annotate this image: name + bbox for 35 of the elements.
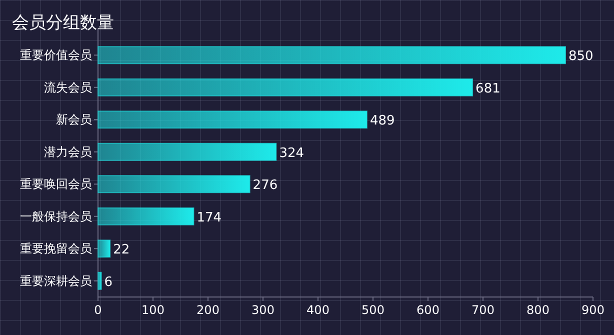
x-tick-label: 0 <box>94 303 102 317</box>
x-tick-label: 100 <box>142 303 164 317</box>
y-tick-label: 潜力会员 <box>44 144 92 159</box>
bar <box>98 142 277 161</box>
data-label: 6 <box>104 274 113 290</box>
data-label: 174 <box>196 210 222 226</box>
x-tick-label: 200 <box>196 303 220 317</box>
x-tick-label: 400 <box>306 303 330 317</box>
x-tick-label: 500 <box>362 303 384 317</box>
data-label: 850 <box>568 49 594 64</box>
bar <box>98 110 368 129</box>
x-tick-label: 600 <box>416 303 440 317</box>
y-tick-label: 新会员 <box>56 112 92 127</box>
x-tick-label: 300 <box>252 303 274 317</box>
bar <box>98 78 474 96</box>
y-tick-label: 重要价值会员 <box>20 48 92 62</box>
x-tick-label: 800 <box>526 303 550 317</box>
bar <box>98 207 194 226</box>
y-tick-label: 重要挽留会员 <box>20 242 92 256</box>
bar <box>98 46 566 64</box>
y-tick-label: 一般保持会员 <box>20 209 92 224</box>
data-label: 681 <box>476 81 500 96</box>
y-tick-label: 流失会员 <box>44 80 92 94</box>
y-tick-label: 重要深耕会员 <box>20 274 92 288</box>
bar <box>98 175 250 194</box>
bar <box>98 272 102 290</box>
x-tick-label: 700 <box>472 303 494 317</box>
data-label: 324 <box>279 146 304 161</box>
bar <box>98 240 111 258</box>
x-tick-label: 900 <box>582 303 604 317</box>
data-label: 22 <box>113 242 130 258</box>
data-label: 489 <box>370 114 395 129</box>
data-label: 276 <box>252 178 278 194</box>
y-tick-label: 重要唤回会员 <box>20 177 92 192</box>
chart-title: 会员分组数量 <box>12 13 114 33</box>
